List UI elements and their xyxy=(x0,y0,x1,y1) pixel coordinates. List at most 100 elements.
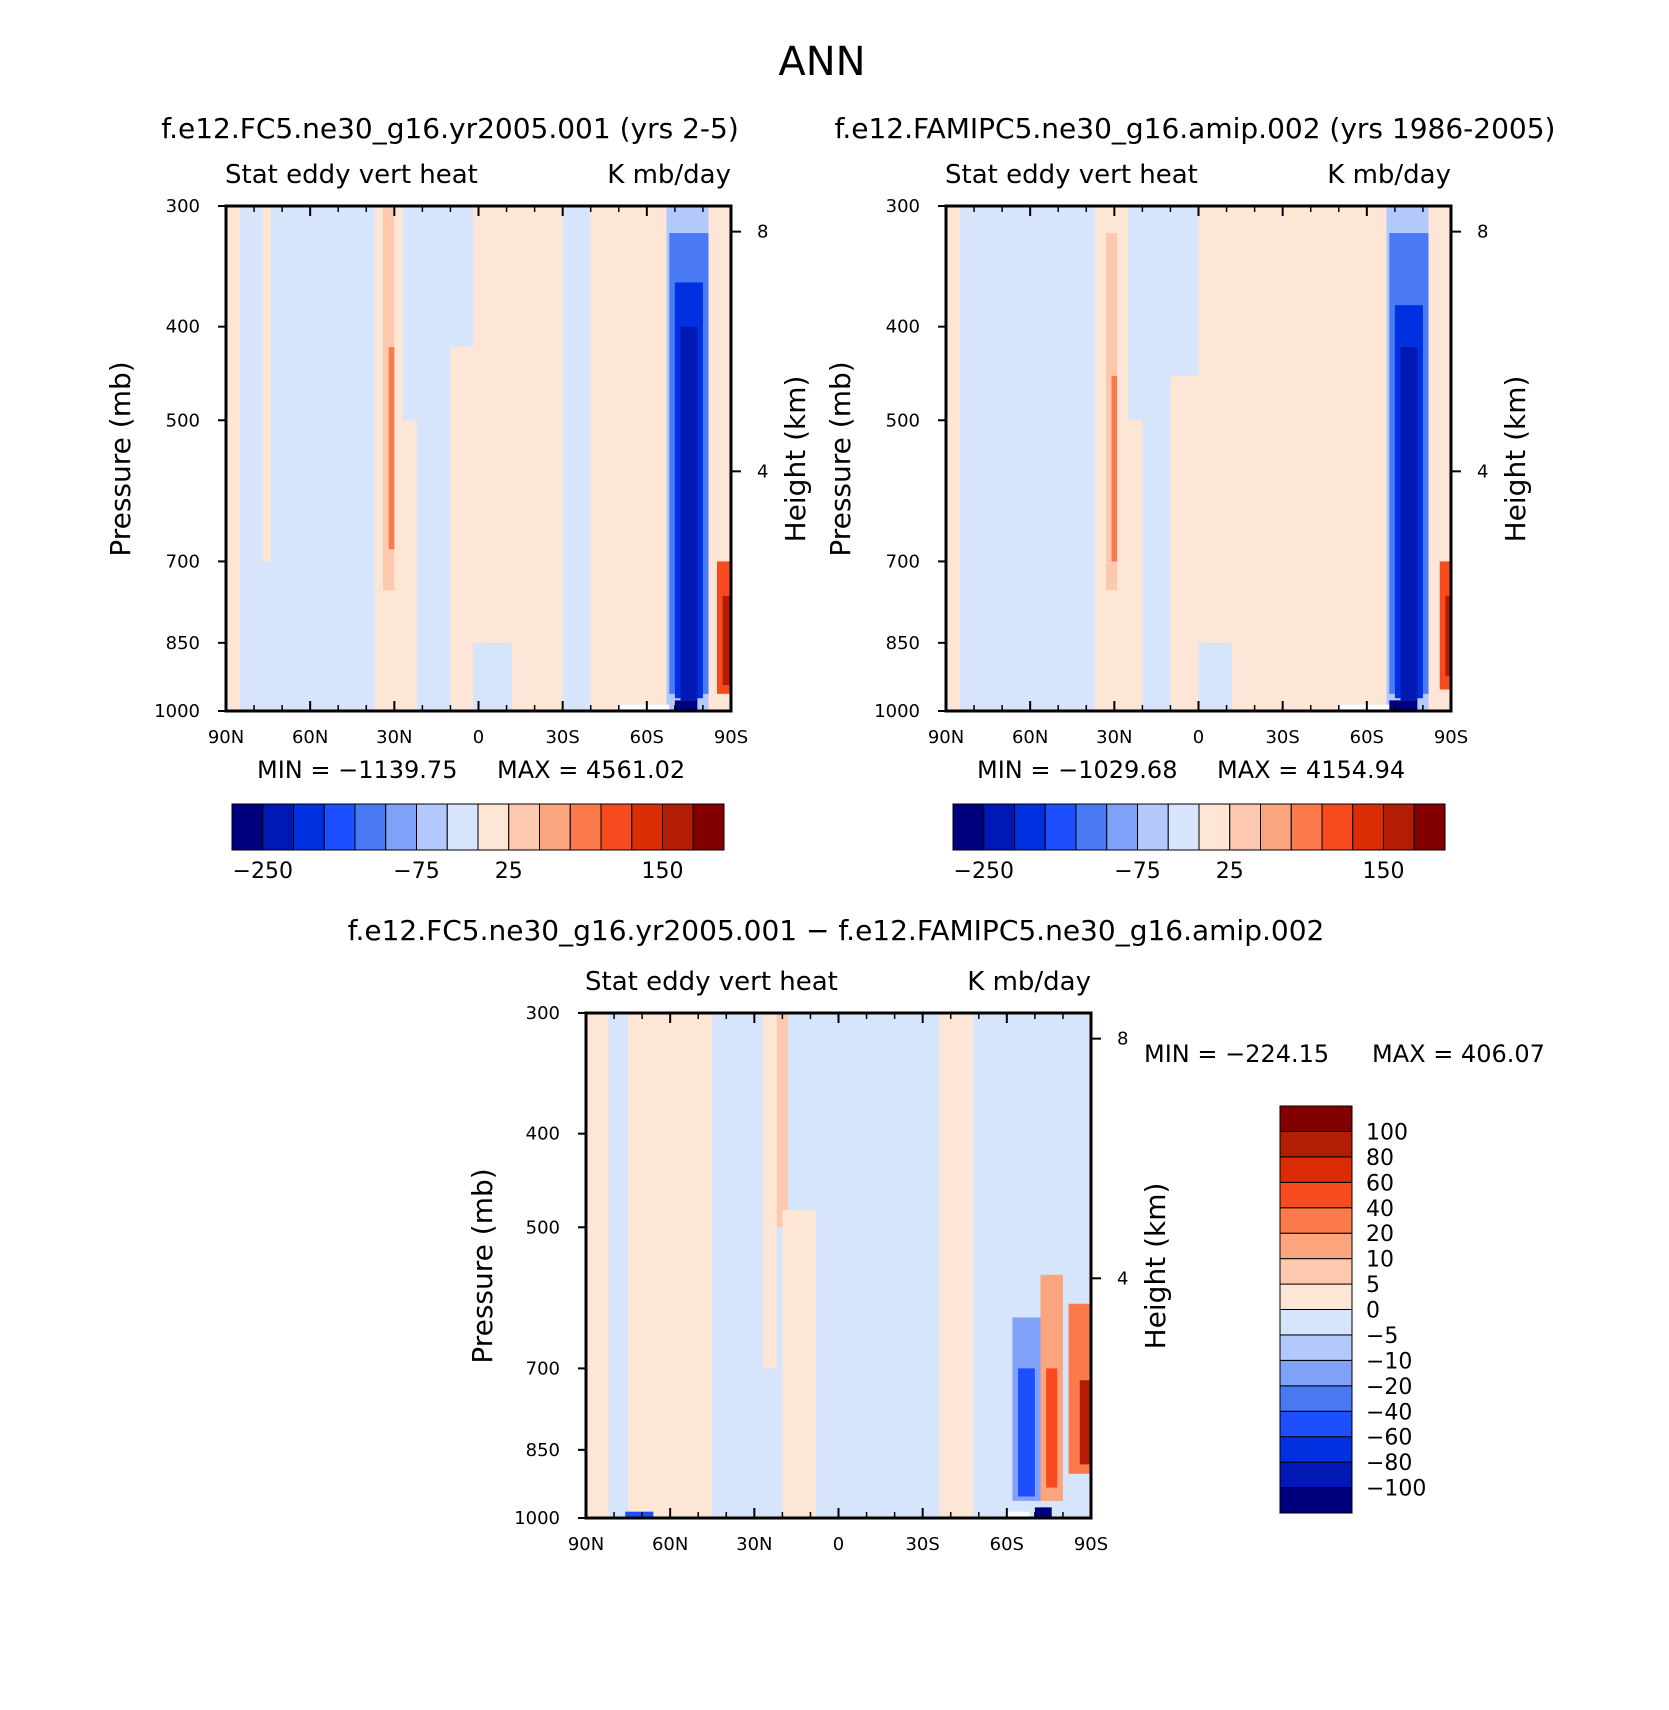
field-band-8 xyxy=(816,1013,895,1518)
field-band-10 xyxy=(973,1013,1007,1518)
colorbar-box xyxy=(1014,803,1046,851)
colorbar-box xyxy=(1279,1385,1353,1412)
colorbar-box xyxy=(1279,1105,1353,1132)
colorbar-label: 150 xyxy=(642,859,684,884)
y-tick-label: 1000 xyxy=(874,701,920,722)
colorbar-box xyxy=(952,803,985,851)
field-band-6 xyxy=(388,347,395,550)
field-band-1 xyxy=(960,206,983,711)
field-band-0 xyxy=(226,206,241,711)
colorbar-box xyxy=(692,803,725,851)
y2-tick-label: 8 xyxy=(1117,1029,1128,1050)
field-band-18 xyxy=(1389,700,1418,711)
panel-2-y-axis-label: Pressure (mb) xyxy=(824,361,857,556)
x-tick-label: 0 xyxy=(833,1534,844,1555)
colorbar-box xyxy=(1413,803,1446,851)
colorbar-box xyxy=(600,803,633,851)
field-band-19 xyxy=(1338,704,1390,711)
field-band-2 xyxy=(628,1013,713,1518)
panel-1-max-label: MAX = 4561.02 xyxy=(497,756,685,784)
field-band-0 xyxy=(946,206,961,711)
colorbar-box xyxy=(1137,803,1169,851)
colorbar-label: 60 xyxy=(1366,1171,1394,1196)
x-tick-label: 30S xyxy=(905,1534,939,1555)
field-band-12 xyxy=(1018,1368,1035,1497)
colorbar-box xyxy=(1279,1487,1353,1514)
x-tick-label: 90N xyxy=(568,1534,604,1555)
x-tick-label: 60N xyxy=(292,727,328,748)
panel-1-colorbar: −250 −75 25 150 xyxy=(231,803,725,884)
colorbar-box xyxy=(662,803,694,851)
panel-3-y2-axis-label: Height (km) xyxy=(1139,1183,1172,1350)
colorbar-box xyxy=(262,803,294,851)
colorbar-box xyxy=(1279,1436,1353,1463)
y-tick-label: 300 xyxy=(166,196,200,217)
colorbar-box xyxy=(1321,803,1354,851)
panel-1-y2-axis-label: Height (km) xyxy=(779,376,812,543)
colorbar-box xyxy=(1279,1156,1353,1183)
y2-tick-label: 4 xyxy=(1117,1268,1128,1289)
colorbar-label: 25 xyxy=(1216,859,1244,884)
colorbar-box xyxy=(1106,803,1138,851)
y-tick-label: 400 xyxy=(526,1124,560,1145)
field-band-14 xyxy=(1400,347,1418,701)
colorbar-box xyxy=(1279,1410,1353,1438)
field-band-11 xyxy=(590,206,667,711)
colorbar-label: −75 xyxy=(1114,859,1160,884)
y-tick-label: 850 xyxy=(526,1440,560,1461)
colorbar-box xyxy=(1279,1130,1353,1158)
panel-3: f.e12.FC5.ne30_g16.yr2005.001 − f.e12.FA… xyxy=(348,914,1545,1555)
field-band-14 xyxy=(1046,1368,1058,1488)
panel-2: f.e12.FAMIPC5.ne30_g16.amip.002 (yrs 198… xyxy=(824,112,1555,884)
colorbar-label: −80 xyxy=(1366,1451,1412,1476)
field-band-19 xyxy=(674,700,698,711)
colorbar-box xyxy=(569,803,602,851)
y2-tick-label: 8 xyxy=(757,222,768,243)
panel-3-max-label: MAX = 406.07 xyxy=(1372,1040,1545,1068)
colorbar-box xyxy=(1279,1334,1353,1361)
panel-2-variable: Stat eddy vert heat xyxy=(945,160,1198,190)
field-band-17 xyxy=(1034,1507,1052,1518)
field-band-19 xyxy=(625,1511,654,1518)
colorbar-label: −100 xyxy=(1366,1477,1426,1502)
colorbar-box xyxy=(1279,1232,1353,1260)
colorbar-label: 100 xyxy=(1366,1120,1408,1145)
panel-3-units: K mb/day xyxy=(967,967,1091,997)
colorbar-box xyxy=(477,803,510,851)
x-tick-label: 60S xyxy=(990,1534,1024,1555)
panel-2-title: f.e12.FAMIPC5.ne30_g16.amip.002 (yrs 198… xyxy=(835,112,1556,145)
panel-1-variable: Stat eddy vert heat xyxy=(225,160,478,190)
colorbar-box xyxy=(416,803,448,851)
field-band-1 xyxy=(608,1013,629,1518)
x-tick-label: 90S xyxy=(1074,1534,1108,1555)
x-tick-label: 30S xyxy=(545,727,579,748)
colorbar-box xyxy=(1279,1461,1353,1489)
colorbar-label: −5 xyxy=(1366,1324,1398,1349)
panel-2-min-label: MIN = −1029.68 xyxy=(977,756,1177,784)
y-tick-label: 500 xyxy=(166,410,200,431)
field-band-3 xyxy=(712,1013,741,1518)
colorbar-box xyxy=(1290,803,1323,851)
panel-3-plot-area: 90N 60N 30N 0 30S 60S 90S 300 400 500 700 850 1000 8 4 xyxy=(514,1003,1128,1555)
y-tick-label: 700 xyxy=(886,551,920,572)
panel-1: f.e12.FC5.ne30_g16.yr2005.001 (yrs 2-5) … xyxy=(104,112,812,884)
field-band-7 xyxy=(1170,376,1199,711)
y-tick-label: 850 xyxy=(166,633,200,654)
colorbar-label: −10 xyxy=(1366,1349,1412,1374)
field-band-6 xyxy=(1128,420,1143,711)
colorbar-label: 10 xyxy=(1366,1248,1394,1273)
panel-2-plot-area: 90N 60N 30N 0 30S 60S 90S 300 400 500 700 850 1000 8 4 xyxy=(874,196,1488,748)
x-tick-label: 0 xyxy=(1193,727,1204,748)
field-band-9 xyxy=(939,1013,974,1518)
field-band-2 xyxy=(262,206,271,562)
colorbar-label: −60 xyxy=(1366,1426,1412,1451)
colorbar-label: −250 xyxy=(233,859,293,884)
colorbar-label: 40 xyxy=(1366,1197,1394,1222)
field-band-4 xyxy=(1105,233,1118,591)
colorbar-box xyxy=(631,803,663,851)
y2-tick-label: 4 xyxy=(1477,461,1488,482)
colorbar-box xyxy=(1075,803,1108,851)
x-tick-label: 60S xyxy=(1350,727,1384,748)
